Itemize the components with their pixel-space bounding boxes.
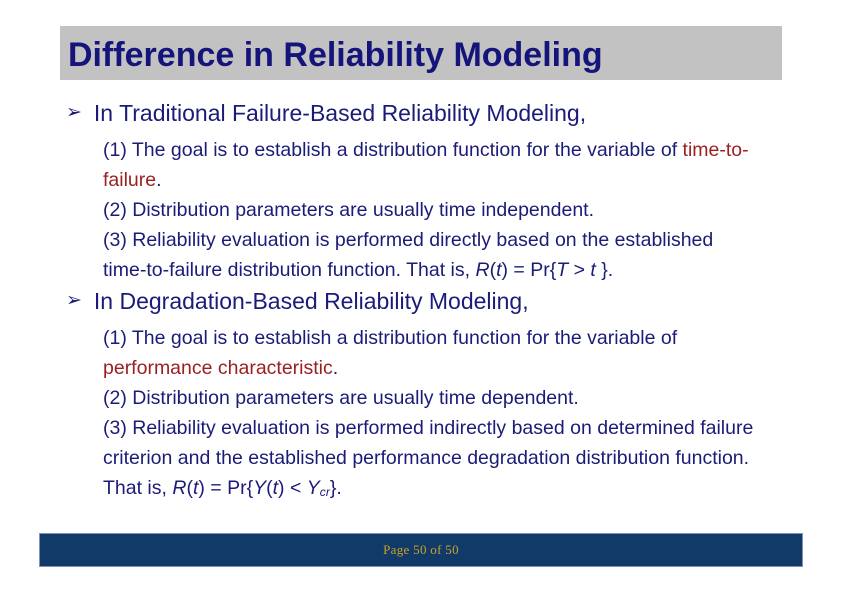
bullet-item-traditional: ➢ In Traditional Failure-Based Reliabili…	[66, 98, 586, 128]
page-title: Difference in Reliability Modeling	[68, 35, 603, 74]
sub-points-traditional: (1) The goal is to establish a distribut…	[103, 135, 803, 285]
bullet-item-degradation: ➢ In Degradation-Based Reliability Model…	[66, 286, 529, 316]
page-number: Page 50 of 50	[383, 542, 459, 557]
text-line: (1) The goal is to establish a distribut…	[103, 327, 678, 349]
text-line: failure.	[103, 169, 162, 191]
text-line: (2) Distribution parameters are usually …	[103, 199, 594, 221]
text-line: criterion and the established performanc…	[103, 447, 750, 469]
arrow-bullet-icon: ➢	[66, 290, 82, 311]
text-line: (3) Reliability evaluation is performed …	[103, 229, 714, 251]
text-line: (1) The goal is to establish a distribut…	[103, 139, 749, 161]
text-line: That is, R(t) = Pr{Y(t) < Ycr}.	[103, 477, 342, 500]
text-line: time-to-failure distribution function. T…	[103, 259, 614, 281]
arrow-bullet-icon: ➢	[66, 102, 82, 123]
sub-points-degradation: (1) The goal is to establish a distribut…	[103, 323, 803, 507]
text-line: (2) Distribution parameters are usually …	[103, 387, 579, 409]
bullet-heading-degradation: In Degradation-Based Reliability Modelin…	[93, 288, 529, 314]
footer-bar: Page 50 of 50	[39, 533, 803, 567]
text-line: (3) Reliability evaluation is performed …	[103, 417, 754, 439]
title-bar: Difference in Reliability Modeling	[60, 26, 782, 80]
text-line: performance characteristic.	[103, 357, 339, 379]
bullet-heading-traditional: In Traditional Failure-Based Reliability…	[93, 100, 587, 126]
